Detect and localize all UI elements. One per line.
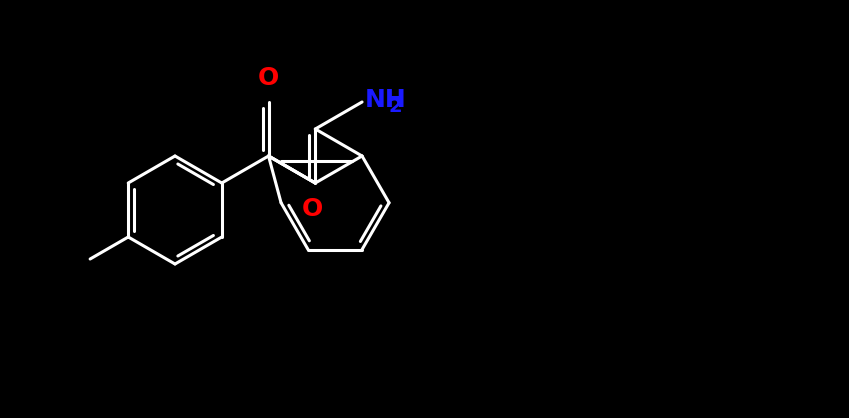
Text: NH: NH (365, 88, 407, 112)
Text: O: O (258, 66, 279, 90)
Text: O: O (301, 197, 323, 221)
Text: 2: 2 (388, 97, 402, 115)
